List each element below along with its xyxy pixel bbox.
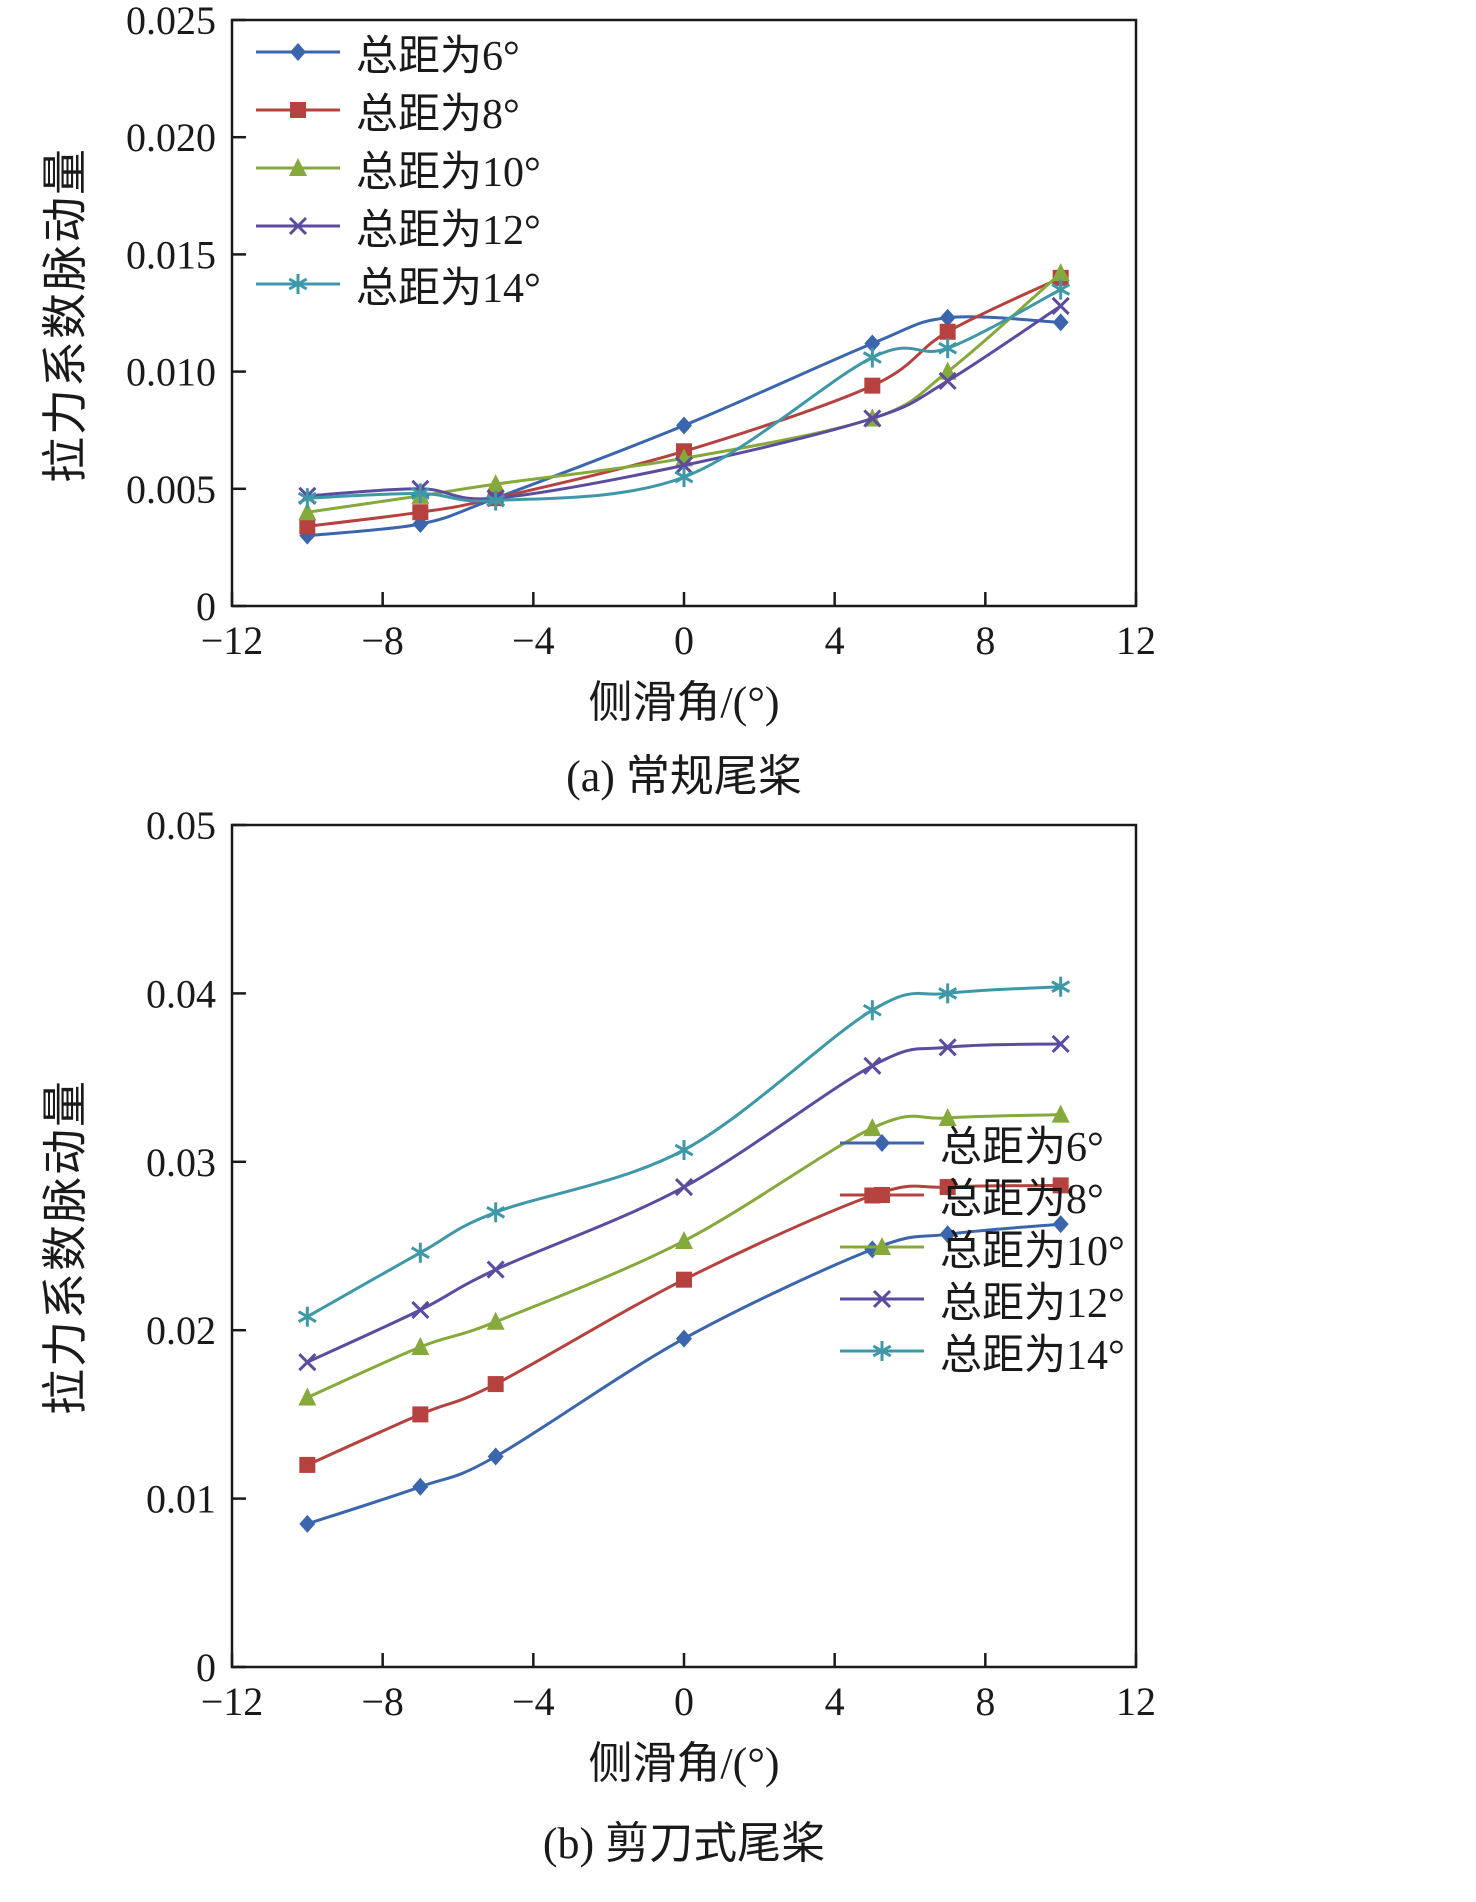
legend-label: 总距为12° [356, 207, 541, 254]
chart-a-plot-area: −12 −8 −4 0 4 8 12 0 0.005 0.010 0.015 0.020 0.025 [126, 0, 1156, 663]
svg-text:12: 12 [1116, 1679, 1156, 1724]
svg-text:0.04: 0.04 [146, 971, 216, 1016]
svg-text:−12: −12 [201, 1679, 264, 1724]
legend-marker-square-icon [840, 1187, 924, 1203]
legend-label: 总距为6° [356, 33, 520, 80]
chart-b: −12 −8 −4 0 4 8 12 0 0.01 0.02 0.03 0.04 0.05 拉力系数脉动… [0, 805, 1476, 1900]
chart-b-plot-area: −12 −8 −4 0 4 8 12 0 0.01 0.02 0.03 0.04 0.05 [146, 805, 1156, 1724]
legend-marker-x-icon [256, 216, 340, 236]
svg-text:0: 0 [196, 584, 216, 629]
legend-label: 总距为8° [356, 91, 520, 138]
svg-text:8: 8 [975, 618, 995, 663]
legend-label: 总距为10° [356, 149, 541, 196]
svg-text:0.05: 0.05 [146, 805, 216, 848]
legend-marker-asterisk-icon [256, 274, 340, 294]
legend-marker-x-icon [840, 1289, 924, 1309]
legend-item: 总距为6° [836, 1121, 1125, 1171]
svg-text:8: 8 [975, 1679, 995, 1724]
svg-text:0.005: 0.005 [126, 467, 216, 512]
svg-text:−4: −4 [512, 1679, 555, 1724]
svg-text:0.01: 0.01 [146, 1477, 216, 1522]
chart-b-x-axis-label: 侧滑角/(°) [588, 1739, 780, 1788]
chart-a-y-axis-label: 拉力系数脉动量 [40, 147, 91, 483]
legend-marker-diamond-icon [840, 1134, 924, 1152]
chart-a-legend: 总距为6° 总距为8° 总距为10° 总距为12° 总距为14° [252, 30, 541, 312]
svg-text:−4: −4 [512, 618, 555, 663]
svg-text:12: 12 [1116, 618, 1156, 663]
svg-text:0.025: 0.025 [126, 0, 216, 43]
legend-marker-diamond-icon [256, 43, 340, 61]
legend-item: 总距为10° [252, 146, 541, 196]
legend-item: 总距为14° [252, 262, 541, 312]
legend-item: 总距为10° [836, 1225, 1125, 1275]
legend-item: 总距为14° [836, 1329, 1125, 1379]
svg-text:0.020: 0.020 [126, 115, 216, 160]
chart-a-x-axis-label: 侧滑角/(°) [588, 678, 780, 727]
svg-text:0: 0 [674, 1679, 694, 1724]
legend-item: 总距为12° [252, 204, 541, 254]
legend-item: 总距为6° [252, 30, 541, 80]
legend-item: 总距为8° [836, 1173, 1125, 1223]
svg-text:0.015: 0.015 [126, 232, 216, 277]
legend-label: 总距为6° [940, 1124, 1104, 1171]
chart-b-caption: (b) 剪刀式尾桨 [542, 1819, 826, 1868]
svg-text:0.02: 0.02 [146, 1308, 216, 1353]
svg-text:0: 0 [674, 618, 694, 663]
legend-label: 总距为10° [940, 1228, 1125, 1275]
chart-a: −12 −8 −4 0 4 8 12 0 0.005 0.010 0.015 0.020 0.025 拉… [0, 0, 1476, 805]
legend-item: 总距为12° [836, 1277, 1125, 1327]
legend-label: 总距为12° [940, 1280, 1125, 1327]
legend-marker-triangle-icon [256, 158, 340, 176]
legend-item: 总距为8° [252, 88, 541, 138]
svg-text:0: 0 [196, 1645, 216, 1690]
legend-marker-asterisk-icon [840, 1341, 924, 1361]
chart-b-legend: 总距为6° 总距为8° 总距为10° 总距为12° 总距为14° [836, 1121, 1125, 1379]
svg-text:−8: −8 [361, 1679, 404, 1724]
legend-label: 总距为14° [940, 1332, 1125, 1379]
svg-text:−8: −8 [361, 618, 404, 663]
svg-text:−12: −12 [201, 618, 264, 663]
svg-text:0.03: 0.03 [146, 1140, 216, 1185]
svg-text:4: 4 [825, 1679, 845, 1724]
legend-label: 总距为8° [940, 1176, 1104, 1223]
legend-label: 总距为14° [356, 265, 541, 312]
legend-marker-triangle-icon [840, 1237, 924, 1255]
chart-b-y-axis-label: 拉力系数脉动量 [40, 1079, 91, 1415]
svg-text:4: 4 [825, 618, 845, 663]
svg-text:0.010: 0.010 [126, 350, 216, 395]
chart-a-caption: (a) 常规尾桨 [566, 752, 802, 801]
legend-marker-square-icon [256, 102, 340, 118]
